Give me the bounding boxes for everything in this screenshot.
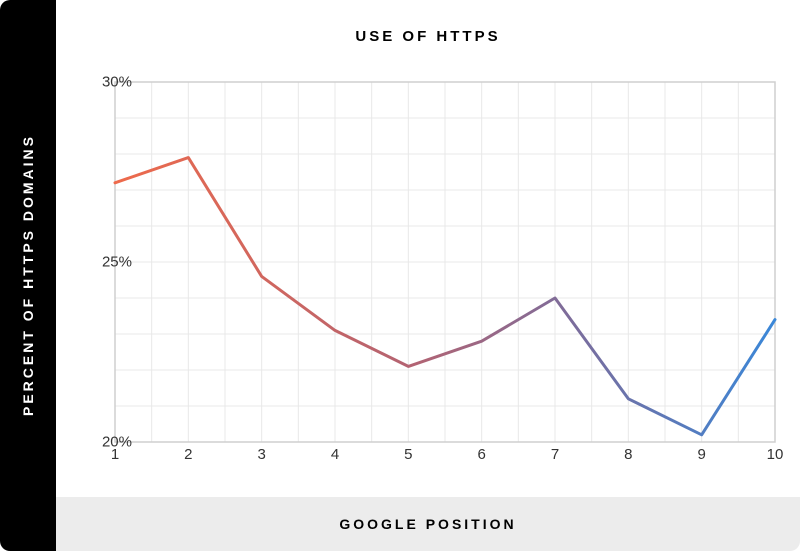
y-tick-label: 30% [102,74,132,91]
y-axis-label: PERCENT OF HTTPS DOMAINS [20,134,36,416]
plot-area [115,82,775,442]
x-axis-label-bar: GOOGLE POSITION [56,497,800,551]
x-tick-label: 10 [767,446,784,463]
sidebar-black: PERCENT OF HTTPS DOMAINS [0,0,56,551]
x-tick-label: 7 [551,446,559,463]
x-axis-label: GOOGLE POSITION [339,516,516,532]
x-tick-label: 3 [257,446,265,463]
x-tick-label: 5 [404,446,412,463]
x-tick-label: 2 [184,446,192,463]
y-tick-label: 25% [102,254,132,271]
x-tick-label: 6 [477,446,485,463]
line-chart-svg [115,82,775,442]
x-tick-label: 1 [111,446,119,463]
x-tick-label: 4 [331,446,339,463]
chart-title: USE OF HTTPS [56,0,800,45]
x-tick-label: 9 [697,446,705,463]
x-tick-label: 8 [624,446,632,463]
